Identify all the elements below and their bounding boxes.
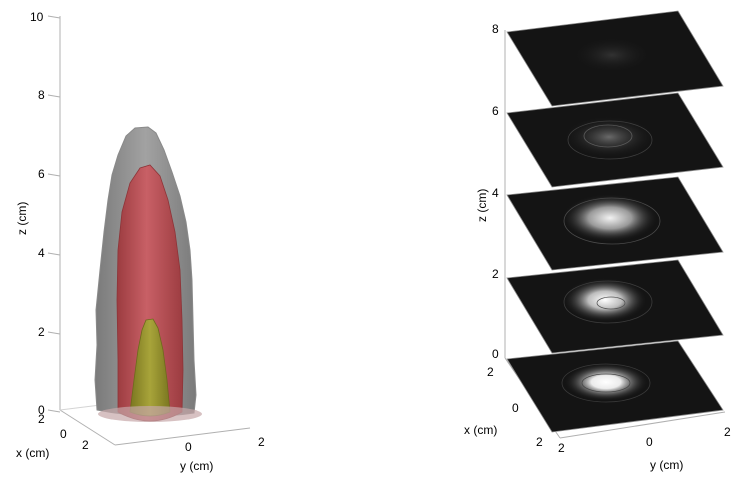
right-y-tick-label: 0 bbox=[646, 435, 653, 449]
left-y-axis-label: y (cm) bbox=[180, 459, 213, 473]
left-z-axis-label: z (cm) bbox=[15, 202, 29, 235]
slice-z0-hotspot bbox=[564, 363, 648, 401]
right-x-axis-label: x (cm) bbox=[464, 423, 497, 437]
left-x-tick-label: 2 bbox=[38, 412, 45, 426]
right-z-tick-label: 2 bbox=[492, 267, 499, 281]
right-z-tick-label: 0 bbox=[492, 347, 499, 361]
right-y-tick-label: 2 bbox=[558, 441, 565, 455]
left-x-axis-line bbox=[59, 409, 116, 446]
slice-z8-hotspot bbox=[572, 37, 652, 73]
right-y-axis-label: y (cm) bbox=[650, 458, 683, 472]
left-z-tick-label: 2 bbox=[38, 325, 45, 339]
right-z-tick-label: 4 bbox=[492, 186, 499, 200]
slice-z0-contour bbox=[581, 373, 631, 393]
left-z-tick-label: 6 bbox=[38, 167, 45, 181]
left-x-axis-label: x (cm) bbox=[16, 446, 49, 460]
slice-z4-hotspot bbox=[562, 194, 658, 242]
slice-z2-contour bbox=[596, 296, 626, 310]
left-y-axis-line bbox=[114, 427, 251, 446]
right-x-tick-label: 0 bbox=[512, 401, 519, 415]
right-z-axis-label: z (cm) bbox=[475, 189, 489, 222]
left-y-tick-label: 2 bbox=[258, 435, 265, 449]
slice-z6-contour bbox=[567, 120, 653, 160]
left-z-tick-marks bbox=[47, 15, 61, 413]
left-z-tick-label: 0 bbox=[38, 403, 45, 417]
left-z-tick-label: 8 bbox=[38, 88, 45, 102]
slice-z4-contour bbox=[563, 197, 661, 245]
slice-z0-contour bbox=[561, 363, 651, 403]
slice-z6-contour bbox=[583, 124, 633, 148]
right-z-tick-label: 8 bbox=[492, 22, 499, 36]
left-3d-plot: 10 8 6 4 2 0 z (cm) 2 0 2 x (cm) 0 2 y (… bbox=[15, 10, 265, 473]
left-z-tick-label: 10 bbox=[30, 10, 44, 24]
right-slice-plot: 8 6 4 2 0 z (cm) 2 0 2 x (cm) 2 0 2 y (c… bbox=[464, 10, 731, 472]
surface-base bbox=[98, 406, 202, 422]
left-z-tick-label: 4 bbox=[38, 246, 45, 260]
left-x-tick-label: 2 bbox=[82, 438, 89, 452]
left-x-tick-label: 0 bbox=[60, 427, 67, 441]
right-y-tick-label: 2 bbox=[724, 425, 731, 439]
slice-z6-hotspot bbox=[563, 116, 655, 158]
right-z-tick-label: 6 bbox=[492, 104, 499, 118]
right-x-tick-label: 2 bbox=[536, 435, 543, 449]
right-y-axis-line bbox=[559, 411, 726, 439]
slice-z2-hotspot bbox=[563, 278, 647, 322]
slice-z2-contour bbox=[563, 280, 653, 324]
right-x-tick-label: 2 bbox=[487, 365, 494, 379]
left-y-tick-label: 0 bbox=[185, 440, 192, 454]
